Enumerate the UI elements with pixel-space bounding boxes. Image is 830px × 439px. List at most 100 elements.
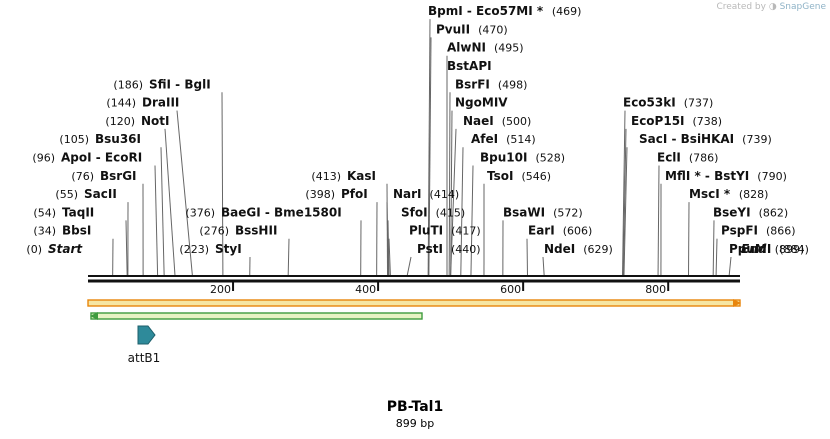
enzyme-name-label: MscI * (689, 187, 731, 201)
enzyme-bpmi-eco57mi[interactable]: BpmI - Eco57MI * (469) (428, 4, 581, 18)
enzyme-draiii[interactable]: (144) DraIII (106, 96, 179, 110)
enzyme-name-label: ApoI - EcoRI (61, 151, 142, 165)
enzyme-leader-line (125, 220, 128, 277)
scale-tick-label: 400 (355, 283, 376, 296)
enzyme-leader-line (448, 92, 451, 277)
enzyme-taqii[interactable]: (54) TaqII (33, 205, 94, 219)
enzyme-position-label: (470) (478, 23, 508, 36)
enzyme-msci[interactable]: MscI * (828) (689, 187, 768, 201)
enzyme-name-label: TsoI (487, 169, 513, 183)
enzyme-leader-line (470, 165, 474, 277)
enzyme-bsawi[interactable]: BsaWI (572) (503, 205, 583, 219)
enzyme-leader-line (622, 110, 626, 277)
enzyme-leader-line (657, 165, 660, 277)
enzyme-position-label: (76) (71, 170, 94, 183)
enzyme-sacii[interactable]: (55) SacII (55, 187, 116, 201)
enzyme-name-label: Bsu36I (95, 132, 141, 146)
enzyme-position-label: (34) (33, 225, 56, 238)
enzyme-name-label: NgoMIV (455, 96, 508, 110)
enzyme-ecop15i[interactable]: EcoP15I (738) (631, 114, 722, 128)
enzyme-pluti[interactable]: PluTI (417) (409, 224, 481, 238)
enzyme-sfii-bgli[interactable]: (186) SfiI - BglI (113, 77, 210, 91)
enzyme-position-label: (737) (684, 97, 714, 110)
enzyme-position-label: (276) (199, 225, 229, 238)
enzyme-name-label: NaeI (463, 114, 494, 128)
scale-tick-label: 200 (210, 283, 231, 296)
enzyme-position-label: (495) (494, 42, 524, 55)
enzyme-bseyi[interactable]: BseYI (862) (713, 205, 788, 219)
enzyme-ecli[interactable]: EclI (786) (657, 151, 718, 165)
enzyme-name-label: NdeI (544, 242, 575, 256)
reverse-bar[interactable] (90, 312, 423, 320)
enzyme-name-label: SfiI - BglI (149, 77, 211, 91)
enzyme-name-label: Eco53kI (623, 96, 676, 110)
enzyme-name-label: BsaWI (503, 205, 545, 219)
enzyme-kasi[interactable]: (413) KasI (311, 169, 376, 183)
credit-prefix: Created by (716, 2, 766, 12)
enzyme-name-label: BsrFI (455, 77, 490, 91)
enzyme-mfli-bstyi[interactable]: MflI * - BstYI (790) (665, 169, 787, 183)
enzyme-name-label: PfoI (341, 187, 368, 201)
reverse-bar-arrow-icon (90, 312, 98, 320)
enzyme-position-label: (96) (32, 152, 55, 165)
enzyme-naei[interactable]: NaeI (500) (463, 114, 531, 128)
enzyme-bpu10i[interactable]: Bpu10I (528) (480, 151, 565, 165)
enzyme-eco53ki[interactable]: Eco53kI (737) (623, 96, 713, 110)
enzyme-name-label: PpuMI (729, 242, 771, 256)
enzyme-leader-line (712, 220, 715, 277)
enzyme-baegi-bme1580i[interactable]: (376) BaeGI - Bme1580I (185, 205, 341, 219)
enzyme-position-label: (514) (506, 133, 536, 146)
enzyme-psti[interactable]: PstI (440) (417, 242, 481, 256)
enzyme-position-label: (739) (742, 133, 772, 146)
enzyme-leader-line (450, 128, 457, 277)
enzyme-name-label: BsrGI (100, 169, 137, 183)
enzyme-styi[interactable]: (223) StyI (179, 242, 241, 256)
enzyme-position-label: (55) (55, 188, 78, 201)
enzyme-bsshii[interactable]: (276) BssHII (199, 224, 277, 238)
enzyme-position-label: (398) (305, 188, 335, 201)
enzyme-bstapi[interactable]: BstAPI (447, 59, 492, 73)
enzyme-pspfi[interactable]: PspFI (866) (721, 224, 796, 238)
enzyme-start[interactable]: (0) Start (26, 242, 83, 256)
enzyme-name-label: Bpu10I (480, 151, 527, 165)
enzyme-ngomiv[interactable]: NgoMIV (455, 96, 508, 110)
enzyme-bbsi[interactable]: (34) BbsI (33, 224, 91, 238)
enzyme-position-label: (899) (775, 243, 805, 256)
enzyme-alwni[interactable]: AlwNI (495) (447, 41, 524, 55)
enzyme-bsrfi[interactable]: BsrFI (498) (455, 77, 527, 91)
enzyme-name-label: BpmI - Eco57MI * (428, 4, 544, 18)
enzyme-tsoi[interactable]: TsoI (546) (487, 169, 551, 183)
enzyme-name-label: PluTI (409, 224, 443, 238)
enzyme-bsrgi[interactable]: (76) BsrGI (71, 169, 136, 183)
enzyme-afei[interactable]: AfeI (514) (471, 132, 536, 146)
enzyme-end[interactable]: End (899) (741, 242, 804, 256)
enzyme-pfoi[interactable]: (398) PfoI (305, 187, 367, 201)
enzyme-ppumi[interactable]: PpuMI (884) (729, 242, 809, 256)
enzyme-noti[interactable]: (120) NotI (105, 114, 169, 128)
enzyme-name-label: EarI (528, 224, 555, 238)
enzyme-sfoi[interactable]: SfoI (415) (401, 205, 465, 219)
enzyme-saci-bsihkai[interactable]: SacI - BsiHKAI (739) (639, 132, 772, 146)
enzyme-position-label: (223) (179, 243, 209, 256)
enzyme-leader-line (176, 110, 193, 277)
full-length-bar[interactable] (87, 299, 741, 307)
feature-attb1-arrow-icon[interactable] (137, 325, 156, 345)
enzyme-position-label: (528) (535, 152, 565, 165)
enzyme-ndei[interactable]: NdeI (629) (544, 242, 613, 256)
enzyme-eari[interactable]: EarI (606) (528, 224, 592, 238)
enzyme-nari[interactable]: NarI (414) (393, 187, 459, 201)
enzyme-leader-line (160, 147, 165, 277)
enzyme-name-label: End (741, 242, 767, 256)
scale-tick-label: 800 (645, 283, 666, 296)
enzyme-pvuii[interactable]: PvuII (470) (436, 22, 508, 36)
enzyme-position-label: (498) (498, 78, 528, 91)
enzyme-position-label: (790) (757, 170, 787, 183)
enzyme-leader-line (428, 37, 432, 277)
enzyme-bsu36i[interactable]: (105) Bsu36I (59, 132, 141, 146)
enzyme-name-label: BstAPI (447, 59, 492, 73)
enzyme-apoi-ecori[interactable]: (96) ApoI - EcoRI (32, 151, 142, 165)
enzyme-position-label: (738) (693, 115, 723, 128)
enzyme-name-label: PstI (417, 242, 443, 256)
enzyme-position-label: (54) (33, 206, 56, 219)
enzyme-name-label: AlwNI (447, 41, 486, 55)
